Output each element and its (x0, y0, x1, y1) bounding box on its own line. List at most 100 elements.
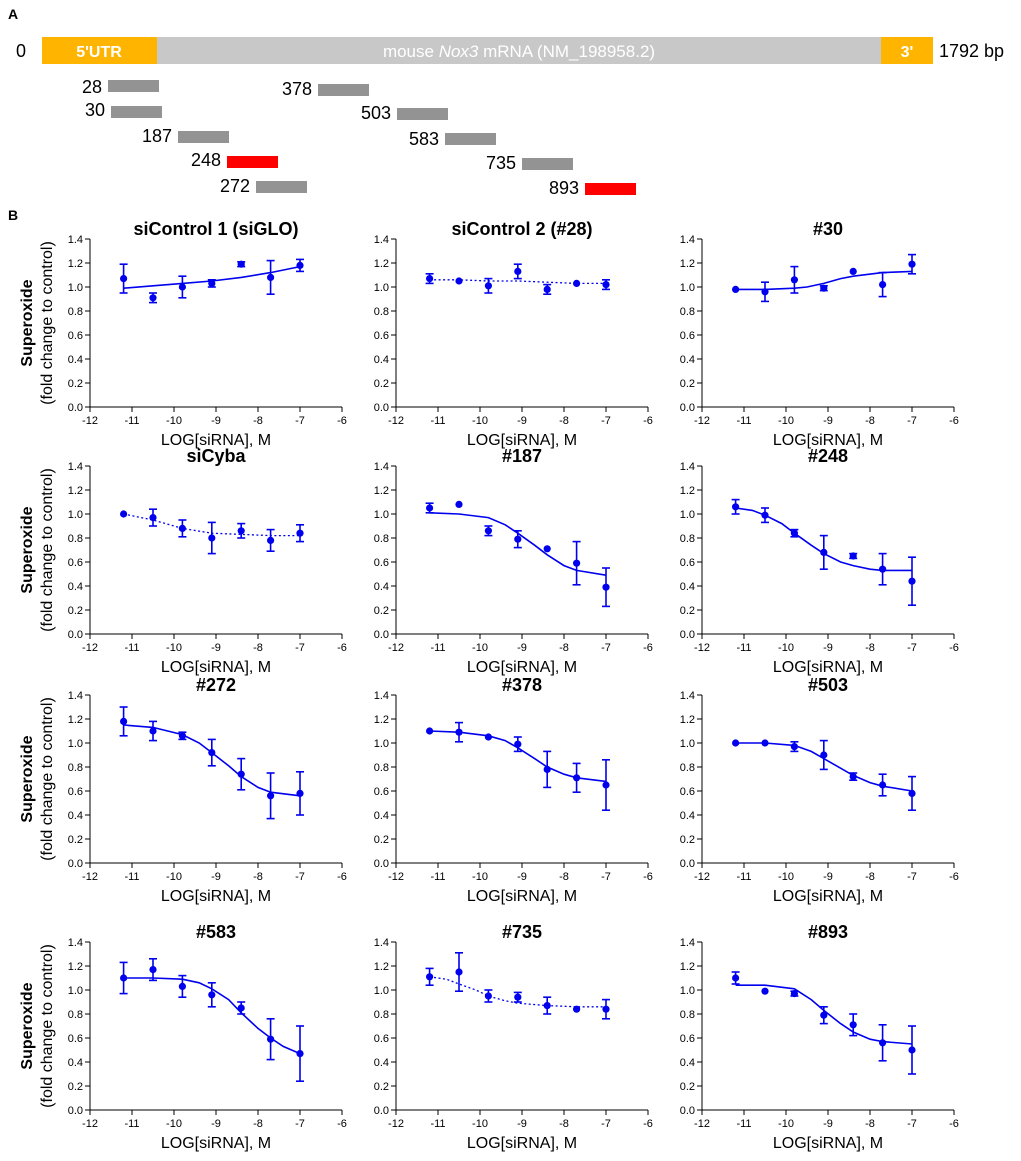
sirna-label: 735 (486, 153, 516, 173)
x-tick-label: -9 (211, 1118, 221, 1130)
data-point (267, 792, 275, 800)
fit-curve (735, 270, 913, 291)
x-tick-label: -11 (124, 415, 139, 427)
sirna-label: 248 (191, 150, 221, 170)
data-point (208, 279, 216, 287)
data-point (455, 968, 463, 976)
data-point (879, 1039, 887, 1047)
y-tick-label: 0.0 (374, 1105, 389, 1117)
data-point (120, 275, 128, 283)
data-point (908, 577, 916, 585)
data-point (573, 279, 581, 287)
x-tick-label: -11 (736, 1118, 751, 1130)
y-tick-label: 0.2 (374, 834, 389, 846)
x-tick-label: -11 (430, 1118, 445, 1130)
y-tick-label: 1.0 (680, 282, 695, 294)
y-tick-label: 0.6 (680, 330, 695, 342)
y-tick-label: 0.6 (374, 557, 389, 569)
data-point (820, 284, 828, 292)
y-tick-label: 0.6 (374, 786, 389, 798)
x-tick-label: -12 (388, 871, 404, 883)
x-tick-label: -8 (865, 871, 875, 883)
chart-title: siControl 1 (siGLO) (133, 219, 298, 239)
x-axis-label: LOG[siRNA], M (161, 1135, 271, 1152)
y-tick-label: 1.4 (680, 461, 695, 473)
fit-curve (123, 977, 301, 1055)
y-tick-label: 1.0 (68, 509, 83, 521)
y-tick-label: 0.8 (68, 306, 83, 318)
sirna-bar (227, 156, 278, 168)
y-tick-label: 0.4 (680, 354, 695, 366)
data-point (267, 273, 275, 281)
x-tick-label: -12 (82, 415, 98, 427)
chart-panel: #893 0.0 0.2 0.4 0.6 0.8 1.0 1.2 1.4 -12 -11 -10 -9 -… (680, 922, 959, 1152)
data-point (426, 727, 434, 735)
x-tick-label: -10 (778, 1118, 794, 1130)
data-point (237, 1004, 245, 1012)
y-tick-label: 0.4 (374, 354, 389, 366)
y-tick-label: 1.0 (374, 738, 389, 750)
sirna-bar (318, 84, 369, 96)
x-tick-label: -6 (643, 642, 653, 654)
y-tick-label: 1.4 (68, 690, 83, 702)
y-tick-label: 1.4 (68, 937, 83, 949)
sirna-bar (585, 183, 636, 195)
chart-panel: #735 0.0 0.2 0.4 0.6 0.8 1.0 1.2 1.4 -12 -11 -10 -9 -… (374, 922, 653, 1152)
y-tick-label: 1.2 (374, 485, 389, 497)
data-point (426, 504, 434, 512)
y-tick-label: 1.2 (68, 714, 83, 726)
x-tick-label: -6 (949, 1118, 959, 1130)
x-tick-label: -12 (694, 1118, 710, 1130)
x-tick-label: -7 (295, 1118, 305, 1130)
chart-panel: #503 0.0 0.2 0.4 0.6 0.8 1.0 1.2 1.4 -12 -11 -10 -9 -… (680, 675, 959, 905)
y-tick-label: 0.8 (374, 533, 389, 545)
y-tick-label: 1.2 (680, 714, 695, 726)
x-tick-label: -6 (337, 871, 347, 883)
y-tick-label: 1.0 (374, 282, 389, 294)
data-point (543, 545, 551, 553)
x-axis-label: LOG[siRNA], M (161, 432, 271, 449)
utr5-label: 5'UTR (76, 44, 122, 61)
sirna-583: 583 (409, 129, 496, 149)
fit-curve (123, 724, 301, 797)
x-tick-label: -6 (337, 415, 347, 427)
chart-panel: #378 0.0 0.2 0.4 0.6 0.8 1.0 1.2 1.4 -12 -11 -10 -9 -… (374, 675, 653, 905)
y-tick-label: 0.8 (374, 1009, 389, 1021)
y-tick-label: 0.4 (680, 581, 695, 593)
chart-panel: #30 0.0 0.2 0.4 0.6 0.8 1.0 1.2 1.4 -12 -11 -10 -9 -8… (680, 219, 959, 449)
y-tick-label: 1.4 (374, 690, 389, 702)
x-tick-label: -6 (643, 1118, 653, 1130)
data-point (455, 728, 463, 736)
x-tick-label: -7 (295, 871, 305, 883)
x-tick-label: -6 (949, 642, 959, 654)
y-tick-label: 0.0 (680, 402, 695, 414)
data-point (178, 732, 186, 740)
y-tick-label: 0.6 (680, 557, 695, 569)
y-axis-label-subtitle: (fold change to control) (39, 697, 56, 861)
chart-title: #503 (808, 675, 848, 695)
y-tick-label: 0.6 (68, 786, 83, 798)
x-tick-label: -8 (253, 415, 263, 427)
panel-a-transcript-map: A 0 5'UTR 3' mouse Nox3 mRNA (NM_198958.… (8, 6, 1004, 198)
chart-title: #378 (502, 675, 542, 695)
sirna-label: 893 (549, 178, 579, 198)
x-tick-label: -12 (82, 871, 98, 883)
x-tick-label: -11 (736, 642, 751, 654)
y-tick-label: 0.2 (374, 1081, 389, 1093)
transcript-title-suffix: mRNA (NM_198958.2) (478, 42, 655, 61)
data-point (120, 717, 128, 726)
x-tick-label: -9 (517, 642, 527, 654)
x-tick-label: -7 (907, 415, 917, 427)
x-tick-label: -9 (211, 415, 221, 427)
y-axis-label-title: Superoxide (19, 279, 36, 366)
x-tick-label: -7 (601, 642, 611, 654)
sirna-bar (178, 131, 229, 143)
x-tick-label: -6 (337, 1118, 347, 1130)
data-point (879, 281, 887, 289)
y-tick-label: 0.0 (374, 402, 389, 414)
y-tick-label: 1.4 (68, 234, 83, 246)
y-axis-label-title: Superoxide (19, 735, 36, 822)
x-tick-label: -6 (337, 642, 347, 654)
chart-panel: #248 0.0 0.2 0.4 0.6 0.8 1.0 1.2 1.4 -12 -11 -10 -9 -… (680, 446, 959, 676)
data-point (849, 773, 857, 781)
